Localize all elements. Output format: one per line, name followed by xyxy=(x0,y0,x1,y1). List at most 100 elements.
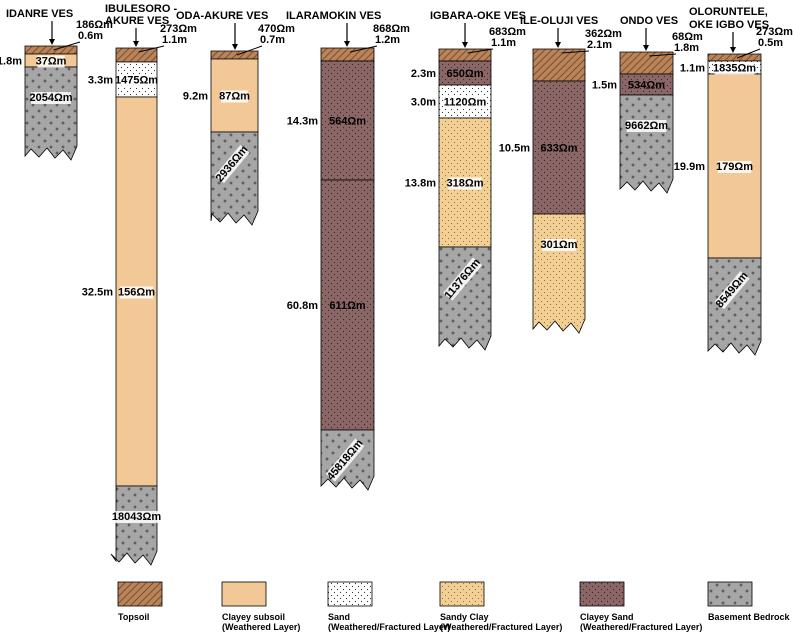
layer-value-group: 179Ωm xyxy=(716,161,753,173)
label-background xyxy=(37,55,65,68)
layer-value-group: 633Ωm xyxy=(541,143,578,155)
section-title: IGBARA-OKE VES xyxy=(430,10,526,22)
layer-resistivity: 2054Ωm xyxy=(29,92,72,104)
section-title: IDANRE VES xyxy=(6,8,73,20)
layer-resistivity: 564Ωm xyxy=(329,116,366,128)
legend-swatch xyxy=(707,581,753,607)
layer-value-group: 1475Ωm xyxy=(115,74,158,87)
topsoil-resistivity: 362Ωm xyxy=(585,28,622,40)
layer-thickness: 60.8m xyxy=(287,300,318,312)
layer-resistivity: 9662Ωm xyxy=(625,120,668,132)
arrow-head-icon xyxy=(232,44,238,50)
topsoil-resistivity: 68Ωm xyxy=(672,31,703,43)
section-title: ILARAMOKIN VES xyxy=(286,10,381,22)
topsoil-resistivity: 868Ωm xyxy=(373,23,410,35)
legend-label: (Weathered/Fractured Layer) xyxy=(580,622,702,632)
legend-swatch xyxy=(221,581,267,607)
layer-resistivity: 179Ωm xyxy=(716,161,753,173)
layer-value-group: 9662Ωm xyxy=(625,120,668,132)
layer-thickness: 14.3m xyxy=(287,116,318,128)
legend-label: Topsoil xyxy=(118,612,149,622)
label-background xyxy=(714,62,755,75)
topsoil-resistivity: 186Ωm xyxy=(76,19,113,31)
layer-thickness: 3.0m xyxy=(411,97,436,109)
layer-value-group: 564Ωm xyxy=(329,116,366,128)
legend-swatch xyxy=(439,581,485,607)
label-background xyxy=(220,90,249,103)
label-background xyxy=(325,438,365,482)
label-background xyxy=(714,270,750,310)
label-background xyxy=(542,239,576,251)
legend-label: Clayey subsoil xyxy=(222,612,285,622)
layer-resistivity: 1835Ωm xyxy=(713,63,756,75)
topsoil-layer xyxy=(320,47,375,62)
topsoil-pointer xyxy=(649,53,677,57)
label-background xyxy=(31,92,71,104)
label-background xyxy=(445,96,485,109)
layer-value-group: 1120Ωm xyxy=(444,96,486,109)
topsoil-thickness: 0.7m xyxy=(260,34,285,46)
bedrock-layer xyxy=(438,246,492,351)
layer-value-group: 650Ωm xyxy=(447,68,484,80)
layer-resistivity: 37Ωm xyxy=(36,56,67,68)
legend-swatch xyxy=(579,581,625,607)
legend-label: (Weathered/Fractured Layer) xyxy=(328,622,450,632)
layer-resistivity: 301Ωm xyxy=(541,239,578,251)
legend-swatch xyxy=(327,581,373,607)
sandyclay-layer xyxy=(532,213,586,334)
legend-swatch xyxy=(117,581,163,607)
label-background xyxy=(448,177,482,190)
arrow-head-icon xyxy=(462,42,468,48)
label-background xyxy=(113,511,160,523)
legend-label: Sand xyxy=(328,612,350,622)
legend-label: (Weathered Layer) xyxy=(222,622,300,632)
layer-thickness: 2.3m xyxy=(411,68,436,80)
label-background xyxy=(116,74,157,87)
layer-thickness: 13.8m xyxy=(405,178,436,190)
arrow-head-icon xyxy=(730,47,736,53)
legend-item: Sand(Weathered/Fractured Layer) xyxy=(327,581,450,632)
legend-item: Sandy Clay(Weathered/Fractured Layer) xyxy=(439,581,562,632)
layer-value-group: 37Ωm xyxy=(36,55,67,68)
layer-resistivity: 611Ωm xyxy=(329,300,366,312)
legend-label: Sandy Clay xyxy=(440,612,489,622)
legend-item: Clayey Sand(Weathered/Fractured Layer) xyxy=(579,581,702,632)
label-background xyxy=(214,144,250,184)
topsoil-thickness: 1.1m xyxy=(162,34,187,46)
section-title: OKE IGBO VES xyxy=(689,19,769,31)
label-background xyxy=(717,161,752,173)
topsoil-thickness: 1.1m xyxy=(491,37,516,49)
topsoil-thickness: 0.6m xyxy=(78,30,103,42)
topsoil-resistivity: 273Ωm xyxy=(160,23,197,35)
arrow-head-icon xyxy=(49,39,55,45)
section-title: ONDO VES xyxy=(620,15,678,27)
label-background xyxy=(626,120,667,132)
topsoil-pointer xyxy=(350,45,378,53)
bedrock-layer xyxy=(619,94,674,194)
arrow-head-icon xyxy=(133,41,139,47)
layer-value-group: 318Ωm xyxy=(447,177,484,190)
legend-item: Clayey subsoil(Weathered Layer) xyxy=(221,581,300,632)
topsoil-pointer xyxy=(53,41,81,51)
topsoil-resistivity: 273Ωm xyxy=(756,26,793,38)
label-background xyxy=(443,257,483,301)
topsoil-pointer xyxy=(138,45,165,53)
layer-value-group: 1835Ωm xyxy=(713,62,756,75)
layer-resistivity: 1475Ωm xyxy=(115,75,158,87)
section-title: ILE-OLUJI VES xyxy=(520,15,598,27)
bedrock-layer xyxy=(24,66,78,161)
label-background xyxy=(119,286,154,299)
legend-item: Basement Bedrock xyxy=(707,581,791,622)
topsoil-thickness: 1.2m xyxy=(375,34,400,46)
topsoil-thickness: 1.8m xyxy=(674,42,699,54)
layer-resistivity: 534Ωm xyxy=(628,80,665,92)
topsoil-pointer xyxy=(236,45,263,56)
layer-value-group: 18043Ωm xyxy=(112,511,161,523)
legend-item: Topsoil xyxy=(117,581,163,622)
